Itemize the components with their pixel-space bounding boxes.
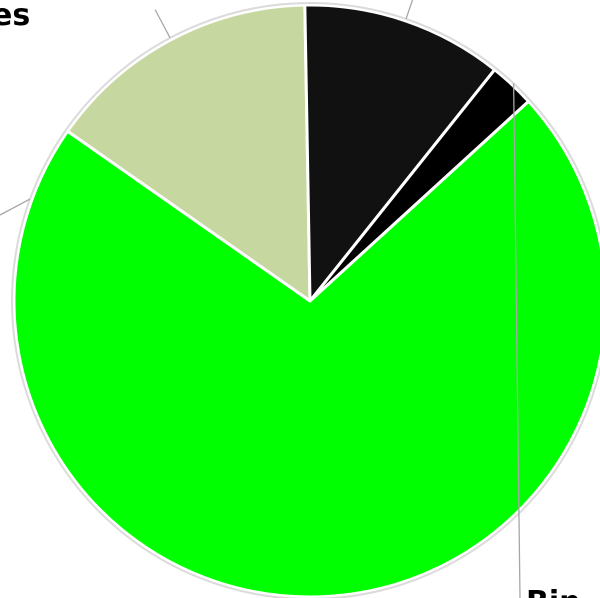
cropped-label-top-left: es: [0, 0, 30, 33]
pie-outline: [11, 2, 600, 598]
leader-line-2: [405, 0, 414, 20]
pie-slice-2: [303, 3, 497, 303]
leader-line-es: [0, 198, 31, 216]
pie-slice-4: [12, 99, 600, 598]
leader-line-1: [154, 9, 171, 39]
cropped-label-bottom-right: Bin: [526, 585, 581, 598]
pie-slices: [12, 3, 600, 598]
pie-slice-1: [66, 3, 312, 303]
leader-line-bin: [512, 83, 521, 598]
leader-lines: [0, 0, 521, 598]
